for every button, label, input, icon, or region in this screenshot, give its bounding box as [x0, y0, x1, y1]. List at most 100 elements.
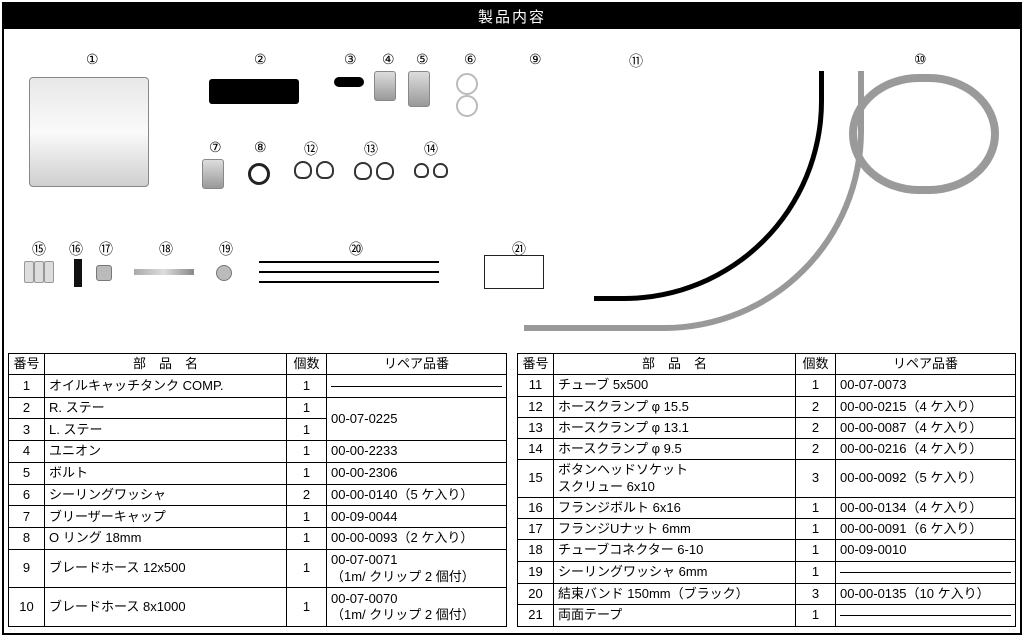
cell-num: 21 [518, 604, 554, 626]
cell-name: シーリングワッシャ 6mm [554, 561, 796, 583]
cell-num: 5 [9, 462, 45, 484]
cell-num: 15 [518, 460, 554, 498]
cell-repair: 00-07-0071（1m/ クリップ 2 個付） [327, 549, 507, 587]
cell-repair: 00-07-0073 [836, 375, 1016, 396]
part-clamp-13 [352, 162, 396, 183]
cell-repair [327, 375, 507, 398]
diagram-label-10: ⑩ [914, 51, 927, 68]
cell-name: R. ステー [45, 397, 287, 419]
cell-name: ボルト [45, 462, 287, 484]
cell-repair: 00-07-0225 [327, 397, 507, 440]
diagram-label-8: ⑧ [254, 139, 267, 156]
cell-num: 20 [518, 583, 554, 604]
cell-qty: 1 [287, 375, 327, 398]
col-num: 番号 [9, 354, 45, 375]
cell-num: 17 [518, 519, 554, 540]
cell-repair: 00-09-0010 [836, 540, 1016, 561]
cell-qty: 1 [796, 561, 836, 583]
cell-num: 16 [518, 497, 554, 518]
cell-repair: 00-00-0087（4 ケ入り） [836, 417, 1016, 438]
part-clamp-12 [292, 161, 336, 182]
cell-name: ホースクランプ φ 13.1 [554, 417, 796, 438]
part-nut-17 [96, 265, 112, 281]
diagram-label-11: ⑪ [629, 51, 643, 71]
table-row: 15ボタンヘッドソケットスクリュー 6x10300-00-0092（5 ケ入り） [518, 460, 1016, 498]
diagram-label-3: ③ [344, 51, 357, 68]
cell-qty: 3 [796, 460, 836, 498]
col-num: 番号 [518, 354, 554, 375]
table-row: 16フランジボルト 6x16100-00-0134（4 ケ入り） [518, 497, 1016, 518]
part-bolt-16 [74, 259, 82, 287]
cell-num: 14 [518, 439, 554, 460]
cell-name: チューブ 5x500 [554, 375, 796, 396]
cell-qty: 1 [796, 540, 836, 561]
cell-repair: 00-00-0216（4 ケ入り） [836, 439, 1016, 460]
part-tank [29, 77, 149, 187]
diagram-label-15: ⑮ [32, 239, 46, 259]
diagram-label-5: ⑤ [416, 51, 429, 68]
diagram-label-2: ② [254, 51, 267, 68]
cell-name: 結束バンド 150mm（ブラック） [554, 583, 796, 604]
col-repair: リペア品番 [836, 354, 1016, 375]
cell-name: ブリーザーキャップ [45, 506, 287, 528]
cell-repair: 00-00-2306 [327, 462, 507, 484]
cell-repair: 00-00-0091（6 ケ入り） [836, 519, 1016, 540]
cell-qty: 3 [796, 583, 836, 604]
cell-repair: 00-09-0044 [327, 506, 507, 528]
diagram-label-18: ⑱ [159, 239, 173, 259]
cell-repair [836, 561, 1016, 583]
cell-name: ユニオン [45, 441, 287, 463]
part-screws-15 [24, 261, 54, 286]
cell-num: 13 [518, 417, 554, 438]
cell-num: 9 [9, 549, 45, 587]
cell-repair: 00-00-0134（4 ケ入り） [836, 497, 1016, 518]
part-bracket [209, 79, 299, 104]
col-name: 部 品 名 [45, 354, 287, 375]
cell-qty: 1 [796, 497, 836, 518]
table-row: 11チューブ 5x500100-07-0073 [518, 375, 1016, 396]
cell-name: フランジUナット 6mm [554, 519, 796, 540]
table-row: 2R. ステー100-07-0225 [9, 397, 507, 419]
cell-name: ブレードホース 12x500 [45, 549, 287, 587]
cell-qty: 1 [287, 549, 327, 587]
cell-num: 8 [9, 528, 45, 550]
table-row: 14ホースクランプ φ 9.5200-00-0216（4 ケ入り） [518, 439, 1016, 460]
part-zipties [259, 261, 439, 283]
table-row: 5ボルト100-00-2306 [9, 462, 507, 484]
cell-qty: 1 [796, 519, 836, 540]
diagram-label-17: ⑰ [99, 239, 113, 259]
table-row: 10ブレードホース 8x1000100-07-0070（1m/ クリップ 2 個… [9, 588, 507, 626]
diagram-label-19: ⑲ [219, 239, 233, 259]
diagram-label-20: ⑳ [349, 239, 363, 259]
page-frame: 製品内容 ① ② ③ ④ ⑤ ⑥ ⑨ ⑪ ⑩ ⑦ ⑧ ⑫ ⑬ ⑭ ⑮ ⑯ ⑰ ⑱… [2, 2, 1022, 635]
part-washer-b [456, 95, 478, 117]
table-row: 1オイルキャッチタンク COMP.1 [9, 375, 507, 398]
parts-table-right: 番号 部 品 名 個数 リペア品番 11チューブ 5x500100-07-007… [517, 353, 1016, 627]
cell-qty: 1 [287, 441, 327, 463]
title-bar: 製品内容 [4, 4, 1020, 29]
table-row: 13ホースクランプ φ 13.1200-00-0087（4 ケ入り） [518, 417, 1016, 438]
diagram-label-9: ⑨ [529, 51, 542, 68]
cell-qty: 1 [287, 397, 327, 419]
table-row: 6シーリングワッシャ200-00-0140（5 ケ入り） [9, 484, 507, 506]
cell-num: 12 [518, 396, 554, 417]
cell-num: 18 [518, 540, 554, 561]
cell-repair: 00-00-0092（5 ケ入り） [836, 460, 1016, 498]
cell-repair: 00-07-0070（1m/ クリップ 2 個付） [327, 588, 507, 626]
cell-repair: 00-00-0135（10 ケ入り） [836, 583, 1016, 604]
table-row: 7ブリーザーキャップ100-09-0044 [9, 506, 507, 528]
col-repair: リペア品番 [327, 354, 507, 375]
cell-name: ホースクランプ φ 9.5 [554, 439, 796, 460]
cell-name: フランジボルト 6x16 [554, 497, 796, 518]
part-washer-a [456, 73, 478, 95]
col-name: 部 品 名 [554, 354, 796, 375]
cell-name: チューブコネクター 6-10 [554, 540, 796, 561]
part-clamp-14 [412, 163, 450, 181]
parts-table-left: 番号 部 品 名 個数 リペア品番 1オイルキャッチタンク COMP.12R. … [8, 353, 507, 627]
col-qty: 個数 [287, 354, 327, 375]
cell-repair [836, 604, 1016, 626]
cell-qty: 2 [287, 484, 327, 506]
cell-num: 11 [518, 375, 554, 396]
cell-qty: 1 [287, 588, 327, 626]
cell-name: シーリングワッシャ [45, 484, 287, 506]
